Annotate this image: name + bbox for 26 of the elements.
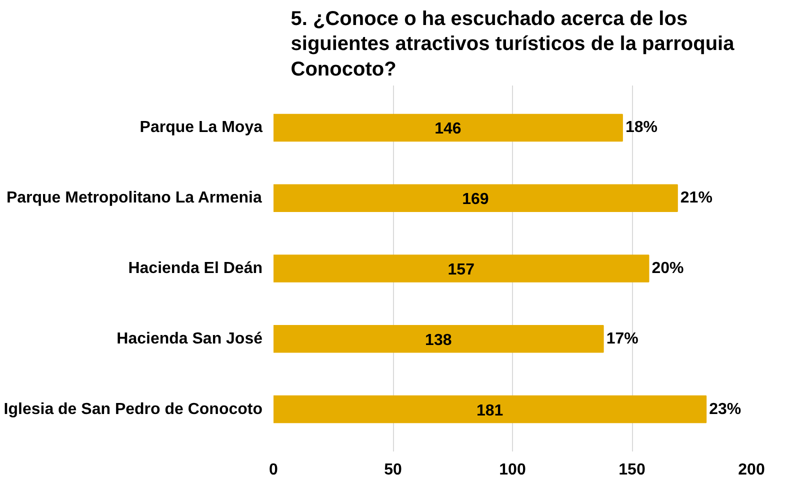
data-label: 181 bbox=[476, 402, 504, 420]
annotation: 20% bbox=[652, 260, 684, 277]
bar bbox=[274, 395, 707, 424]
bar bbox=[274, 325, 604, 353]
data-label: 146 bbox=[434, 120, 462, 138]
data-label: 169 bbox=[462, 191, 489, 208]
bar bbox=[274, 254, 650, 282]
data-label: 138 bbox=[425, 332, 452, 349]
y-tick-label: Parque Metropolitano La Armenia bbox=[6, 190, 262, 207]
data-label: 157 bbox=[448, 262, 475, 278]
x-tick-label: 100 bbox=[499, 462, 526, 478]
bar bbox=[274, 184, 678, 212]
x-tick-label: 200 bbox=[738, 462, 765, 478]
y-tick-label: Iglesia de San Pedro de Conocoto bbox=[4, 400, 263, 418]
annotation: 23% bbox=[709, 400, 742, 418]
y-tick-label: Hacienda San José bbox=[116, 330, 263, 348]
bar bbox=[274, 114, 623, 142]
y-tick-label: Parque La Moya bbox=[140, 119, 263, 136]
chart-title: 5. ¿Conoce o ha escuchado acerca de los siguientes atractivos turísticos de la parroquia Conocoto? bbox=[290, 8, 736, 80]
annotation: 21% bbox=[680, 190, 712, 207]
x-tick-label: 0 bbox=[269, 462, 278, 478]
annotation: 17% bbox=[606, 330, 638, 348]
y-tick-label: Hacienda El Deán bbox=[128, 260, 263, 277]
x-tick-label: 50 bbox=[384, 462, 402, 478]
annotation: 18% bbox=[625, 119, 658, 136]
x-tick-label: 150 bbox=[618, 462, 646, 478]
